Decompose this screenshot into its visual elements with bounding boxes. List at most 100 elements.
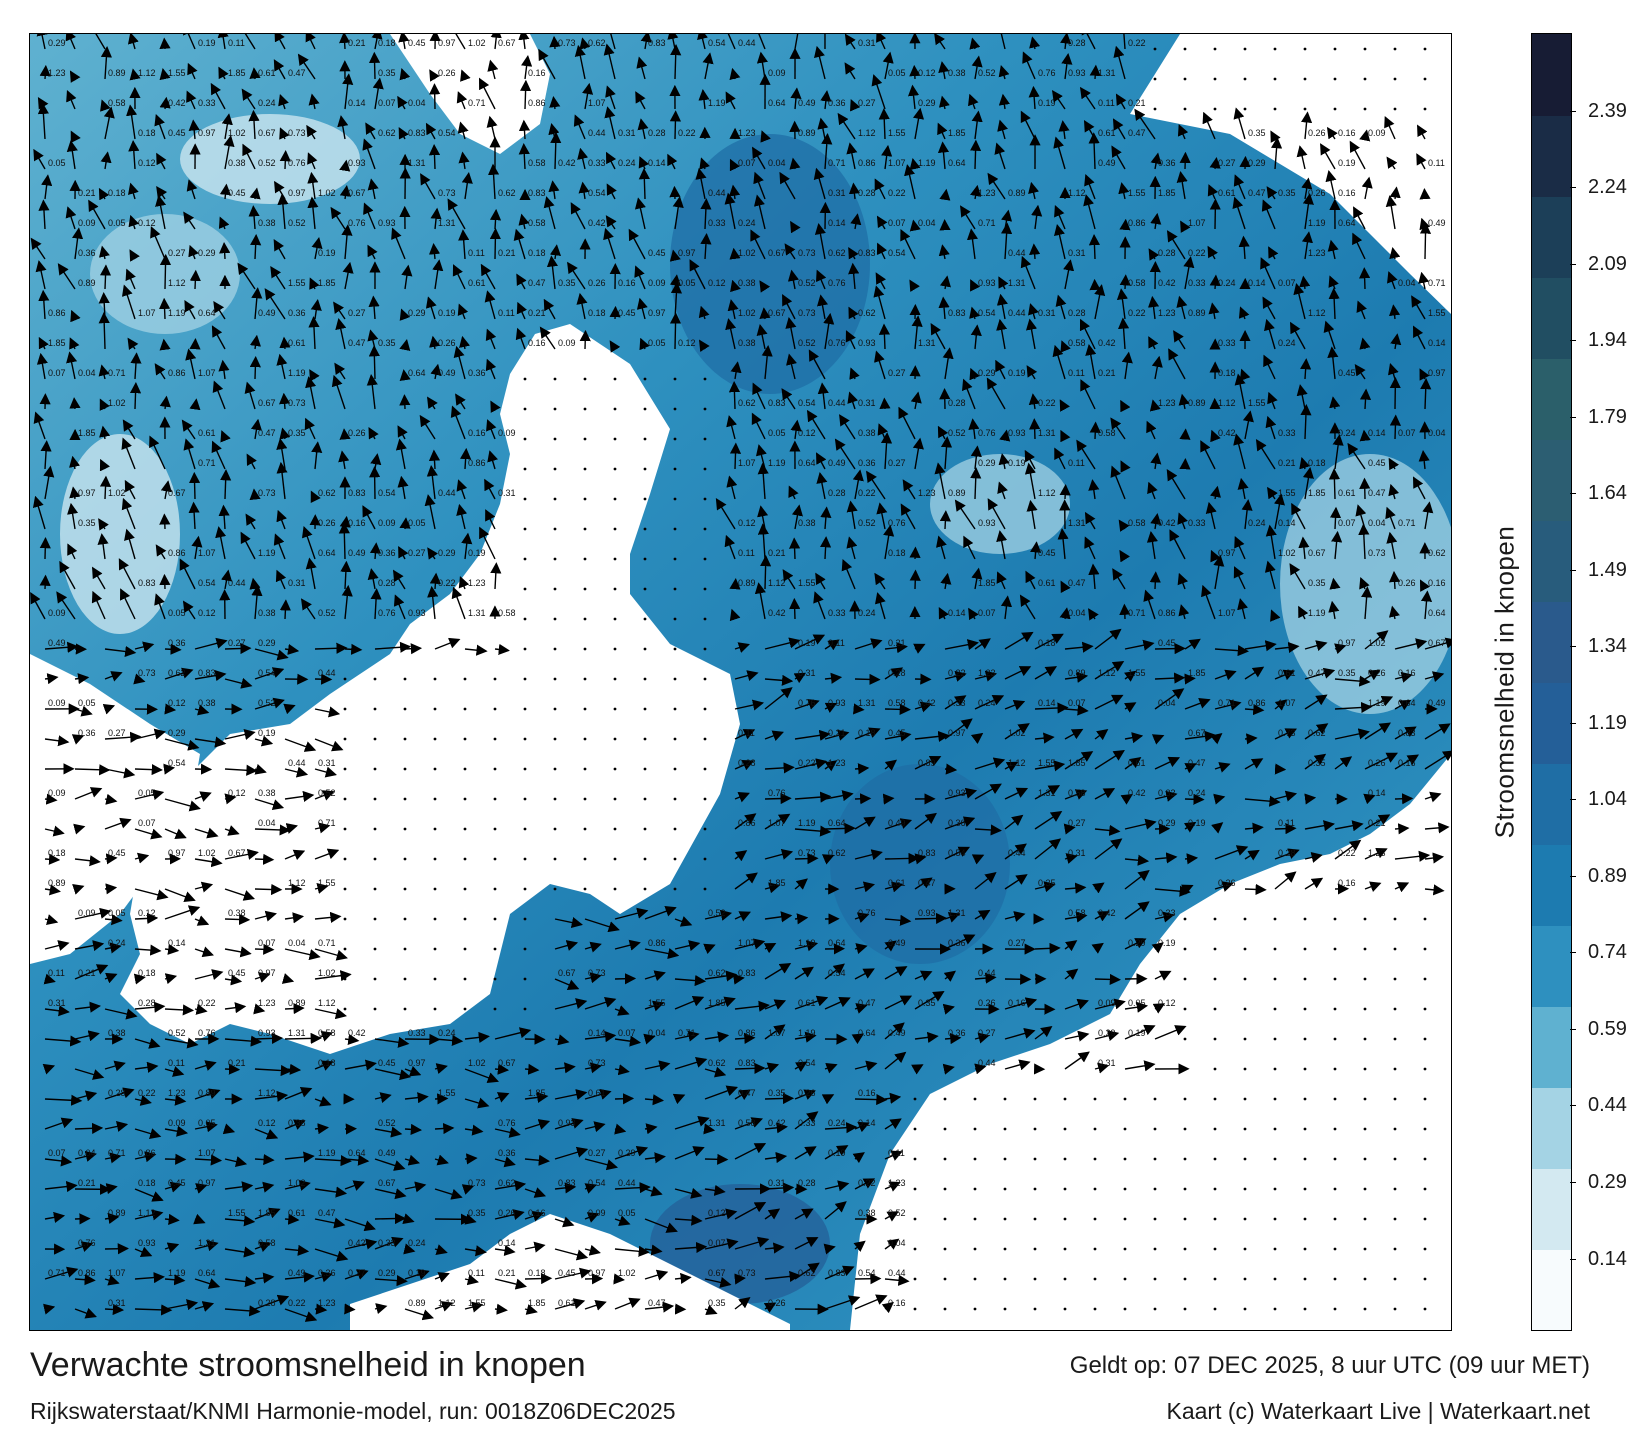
- current-arrow: [458, 151, 470, 170]
- speed-label: 0.14: [1038, 698, 1056, 708]
- grid-dot: [583, 527, 587, 531]
- current-arrow: [223, 135, 235, 170]
- grid-dot: [1393, 1007, 1397, 1011]
- current-arrow: [456, 503, 468, 530]
- current-arrow: [604, 106, 616, 140]
- current-arrow: [1134, 108, 1156, 140]
- speed-label: 1.23: [258, 998, 276, 1008]
- speed-label: 0.09: [78, 218, 96, 228]
- current-arrow: [30, 592, 46, 620]
- current-arrow: [1419, 187, 1431, 200]
- grid-dot: [1183, 1307, 1187, 1311]
- current-arrow: [1255, 439, 1276, 470]
- current-arrow: [753, 194, 766, 230]
- grid-dot: [703, 377, 707, 381]
- current-arrow: [1334, 643, 1347, 655]
- speed-label: 0.33: [1218, 338, 1236, 348]
- current-arrow: [57, 263, 76, 290]
- current-arrow: [1178, 393, 1190, 410]
- current-arrow: [1424, 671, 1445, 683]
- grid-dot: [1333, 1127, 1337, 1131]
- grid-dot: [1333, 77, 1337, 81]
- current-arrow: [41, 174, 53, 200]
- current-arrow: [306, 124, 317, 140]
- speed-label: 0.42: [588, 218, 606, 228]
- current-arrow: [1112, 568, 1126, 590]
- speed-label: 0.27: [978, 1028, 996, 1038]
- current-arrow: [785, 316, 797, 350]
- speed-label: 0.21: [828, 728, 846, 738]
- current-arrow: [543, 298, 556, 320]
- speed-label: 0.86: [1128, 218, 1146, 228]
- current-arrow: [1119, 549, 1131, 563]
- current-arrow: [672, 196, 684, 230]
- current-arrow: [1358, 523, 1370, 560]
- current-arrow: [996, 571, 1007, 590]
- speed-label: 0.49: [888, 938, 906, 948]
- grid-dot: [1303, 977, 1307, 981]
- current-arrow: [934, 34, 946, 50]
- current-arrow: [787, 269, 799, 290]
- current-arrow: [938, 606, 949, 620]
- speed-label: 0.83: [1398, 728, 1416, 738]
- speed-label: 0.05: [1128, 998, 1146, 1008]
- grid-dot: [1033, 1307, 1037, 1311]
- current-arrow: [1329, 506, 1342, 530]
- grid-dot: [1183, 1217, 1187, 1221]
- current-arrow: [210, 82, 226, 110]
- speed-label: 0.38: [948, 68, 966, 78]
- grid-dot: [1393, 1247, 1397, 1251]
- colorbar-tick-mark: [1570, 722, 1576, 724]
- current-arrow: [1325, 170, 1337, 200]
- speed-label: 1.23: [1308, 248, 1326, 258]
- current-arrow: [374, 641, 412, 653]
- speed-label: 0.76: [348, 218, 366, 228]
- speed-label: 0.89: [1188, 398, 1206, 408]
- current-arrow: [1034, 633, 1064, 650]
- speed-label: 0.73: [288, 398, 306, 408]
- speed-label: 0.89: [948, 488, 966, 498]
- speed-label: 0.61: [258, 68, 276, 78]
- grid-dot: [1423, 1277, 1427, 1281]
- current-arrow: [814, 222, 826, 260]
- speed-label: 0.89: [78, 278, 96, 288]
- current-arrow: [1121, 351, 1133, 380]
- current-arrow: [1233, 566, 1246, 590]
- current-arrow: [249, 355, 261, 380]
- speed-patch: [670, 134, 870, 394]
- grid-dot: [1273, 917, 1277, 921]
- speed-label: 1.07: [1218, 608, 1236, 618]
- speed-label: 0.07: [888, 218, 906, 228]
- speed-label: 0.12: [258, 1118, 276, 1128]
- current-arrow: [429, 83, 441, 110]
- current-arrow: [69, 455, 81, 470]
- speed-label: 0.11: [738, 548, 755, 558]
- speed-label: 0.24: [1248, 518, 1266, 528]
- grid-dot: [1243, 107, 1247, 111]
- speed-label: 0.14: [348, 98, 366, 108]
- grid-dot: [553, 797, 557, 801]
- grid-dot: [1423, 1007, 1427, 1011]
- speed-label: 0.12: [798, 428, 816, 438]
- grid-dot: [1183, 107, 1187, 111]
- speed-label: 0.86: [1248, 698, 1266, 708]
- grid-dot: [493, 767, 497, 771]
- current-arrow: [848, 246, 859, 260]
- speed-label: 0.58: [1128, 518, 1146, 528]
- speed-label: 0.18: [1308, 458, 1326, 468]
- grid-dot: [1363, 1307, 1367, 1311]
- current-arrow: [605, 151, 617, 170]
- grid-dot: [523, 887, 527, 891]
- speed-label: 0.61: [468, 278, 486, 288]
- speed-label: 0.93: [918, 908, 936, 918]
- speed-label: 0.54: [378, 488, 396, 498]
- current-arrow: [700, 232, 712, 260]
- current-arrow: [986, 377, 1006, 410]
- speed-label: 0.61: [198, 428, 216, 438]
- current-arrow: [74, 673, 90, 685]
- current-arrow: [189, 269, 201, 290]
- current-arrow: [159, 96, 171, 110]
- speed-label: 0.31: [1038, 308, 1056, 318]
- current-arrow: [1060, 429, 1071, 443]
- colorbar-band: [1532, 439, 1571, 521]
